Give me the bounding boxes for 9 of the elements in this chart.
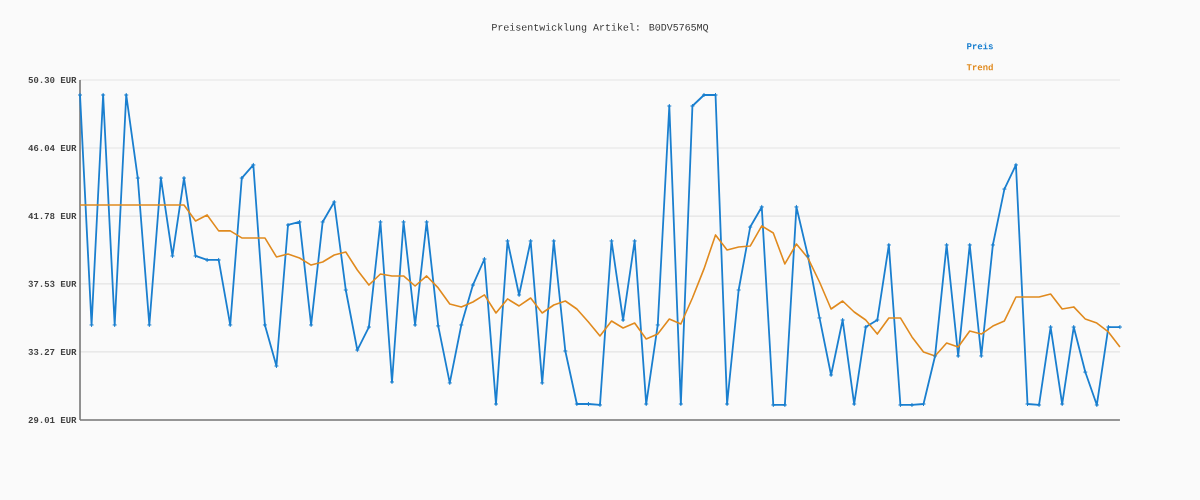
- text: Trend: [966, 63, 993, 71]
- y-tick-label: 50.30 EUR: [28, 76, 77, 84]
- chart-title: Preisentwicklung Artikel: B0DV5765MQ: [492, 23, 709, 33]
- y-tick-label: 41.78 EUR: [28, 213, 77, 220]
- y-tick-label: 37.53 EUR: [28, 280, 77, 287]
- y-tick-label: 33.27 EUR: [28, 348, 77, 355]
- y-tick-label: 29.01 EUR: [28, 416, 77, 424]
- text: Preis: [967, 42, 993, 50]
- y-tick-label: 46.04 EUR: [28, 144, 77, 152]
